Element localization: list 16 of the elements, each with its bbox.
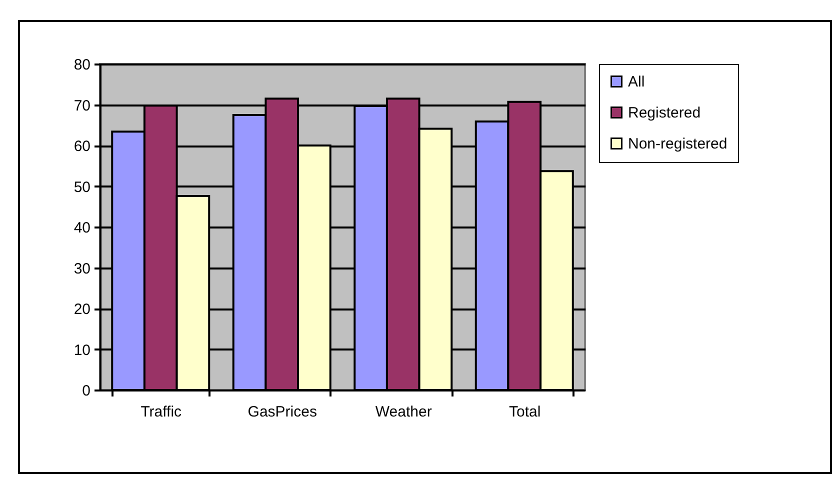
x-tick-label: Weather bbox=[375, 404, 432, 420]
x-tick-label: Traffic bbox=[140, 404, 182, 420]
y-tick-label: 0 bbox=[82, 382, 90, 400]
y-tick-label: 30 bbox=[74, 260, 90, 278]
x-tick-label: GasPrices bbox=[248, 404, 317, 420]
y-tick-label: 10 bbox=[74, 342, 90, 359]
x-tick-label: Total bbox=[509, 404, 541, 420]
legend-label: Registered bbox=[628, 104, 701, 122]
legend-label: Non-registered bbox=[628, 136, 728, 152]
y-tick-label: 40 bbox=[74, 220, 90, 236]
y-tick-label: 70 bbox=[74, 97, 90, 114]
y-tick-label: 80 bbox=[74, 56, 90, 74]
legend-label: All bbox=[628, 74, 645, 90]
y-tick-label: 20 bbox=[74, 301, 90, 318]
y-tick-label: 50 bbox=[74, 178, 90, 196]
y-tick-label: 60 bbox=[74, 138, 90, 155]
